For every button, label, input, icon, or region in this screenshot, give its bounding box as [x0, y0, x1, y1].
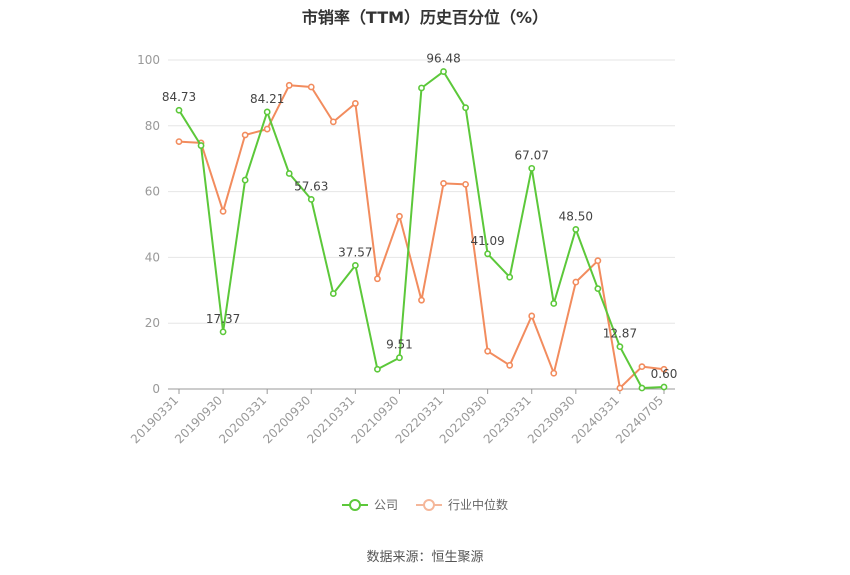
data-point-industry-median	[263, 125, 271, 133]
data-point-company	[638, 384, 646, 392]
data-point-company	[263, 108, 271, 116]
legend-label-company: 公司	[373, 498, 398, 512]
data-label-company: 67.07	[515, 148, 549, 162]
data-point-industry-median	[175, 138, 183, 145]
data-point-company	[462, 104, 469, 112]
data-label-layer: 84.73 17.37 84.21 57.63 37.57 9.51 96.48 41.09 6…	[162, 52, 678, 381]
legend: 公司 行业中位数	[0, 496, 850, 513]
data-point-industry-median	[638, 363, 646, 371]
series-line-company	[178, 70, 665, 389]
data-point-company	[219, 328, 227, 336]
data-point-company	[572, 226, 580, 233]
data-point-industry-median	[594, 257, 602, 265]
data-point-industry-median	[440, 179, 447, 187]
data-point-industry-median	[484, 347, 492, 355]
data-point-company	[396, 354, 403, 362]
data-point-company	[660, 383, 668, 391]
data-label-company: 96.48	[426, 52, 460, 66]
data-point-industry-median	[572, 278, 580, 286]
data-point-industry-median	[550, 369, 558, 377]
data-point-industry-median	[219, 207, 227, 215]
axis-layer: 0204060801002019033120190930202003312020…	[128, 53, 675, 446]
data-point-industry-median	[285, 81, 293, 89]
legend-marker-company	[341, 498, 368, 511]
data-label-company: 17.37	[206, 312, 240, 326]
data-point-industry-median	[616, 384, 624, 392]
data-label-company: 37.57	[338, 245, 372, 259]
data-point-industry-median	[351, 100, 359, 107]
data-point-company	[351, 261, 359, 269]
y-tick-label: 100	[137, 53, 160, 67]
data-point-company	[528, 164, 536, 172]
data-label-company: 41.09	[470, 234, 504, 248]
data-point-industry-median	[396, 212, 403, 220]
data-point-company	[307, 195, 315, 203]
data-point-company	[241, 176, 249, 184]
y-tick-label: 80	[145, 119, 160, 133]
data-label-company: 9.51	[386, 338, 413, 352]
y-tick-label: 60	[145, 185, 160, 199]
data-point-industry-median	[462, 180, 469, 188]
data-point-industry-median	[528, 312, 536, 320]
grid-layer	[168, 59, 675, 324]
legend-item-company[interactable]: 公司	[341, 496, 398, 513]
y-tick-label: 40	[145, 250, 160, 264]
data-point-industry-median	[374, 275, 381, 283]
data-point-industry-median	[506, 361, 514, 369]
data-point-company	[550, 300, 558, 307]
data-point-company	[175, 106, 183, 114]
data-point-industry-median	[241, 131, 249, 139]
data-point-company	[616, 343, 624, 351]
y-tick-label: 0	[152, 382, 160, 396]
data-point-industry-median	[307, 83, 315, 91]
x-tick-label: 20240705	[613, 393, 666, 446]
data-label-company: 12.87	[603, 327, 637, 341]
legend-label-industry-median: 行业中位数	[448, 498, 509, 512]
data-point-company	[440, 68, 447, 75]
data-point-industry-median	[418, 296, 425, 304]
series-layer	[175, 68, 668, 392]
data-point-industry-median	[329, 118, 337, 126]
data-point-company	[506, 273, 514, 281]
data-label-company: 84.73	[162, 90, 196, 104]
data-point-company	[418, 84, 425, 92]
data-point-company	[197, 142, 205, 149]
data-point-industry-median	[660, 365, 668, 373]
legend-marker-industry-median	[416, 498, 442, 511]
data-point-company	[594, 285, 602, 293]
data-label-company: 0.60	[651, 367, 678, 381]
data-point-company	[329, 290, 337, 297]
legend-item-industry-median[interactable]: 行业中位数	[416, 496, 508, 513]
data-label-company: 48.50	[559, 209, 593, 223]
y-tick-label: 20	[145, 316, 160, 330]
series-line-industry-median	[178, 84, 665, 389]
data-point-company	[285, 170, 293, 177]
source-note: 数据来源：恒生聚源	[366, 550, 484, 565]
data-point-company	[374, 365, 381, 373]
data-label-company: 57.63	[294, 179, 328, 193]
data-point-company	[484, 250, 492, 258]
chart-title: 市销率（TTM）历史百分位（%）	[301, 8, 549, 27]
data-label-company: 84.21	[250, 92, 284, 106]
